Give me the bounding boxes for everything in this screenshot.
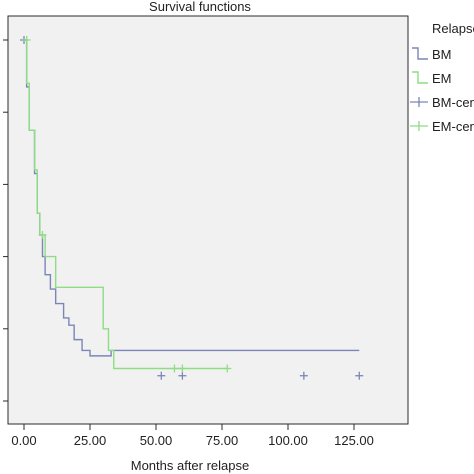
legend-swatch bbox=[412, 47, 428, 60]
x-tick-label: 25.00 bbox=[74, 433, 107, 448]
y-axis-ticks bbox=[3, 39, 8, 402]
censor-mark-bm bbox=[299, 371, 308, 380]
censor-mark-em bbox=[223, 364, 232, 373]
x-axis-ticks: 0.00 25.00 50.00 75.00 100.00 125.00 bbox=[11, 424, 374, 448]
censor-mark-bm bbox=[355, 371, 364, 380]
legend-censor-swatch bbox=[410, 121, 428, 131]
legend-item: EM bbox=[412, 71, 452, 86]
legend-label: BM-censored bbox=[432, 95, 474, 110]
x-tick-label: 125.00 bbox=[334, 433, 374, 448]
legend-item: BM-censored bbox=[410, 95, 474, 110]
plot-area bbox=[7, 15, 409, 425]
x-tick-label: 50.00 bbox=[140, 433, 173, 448]
x-tick-label: 0.00 bbox=[11, 433, 36, 448]
censor-mark-em bbox=[38, 230, 47, 239]
legend-label: BM bbox=[432, 47, 452, 62]
x-tick-label: 75.00 bbox=[206, 433, 239, 448]
chart-title: Survival functions bbox=[149, 0, 251, 14]
x-axis-title: Months after relapse bbox=[131, 458, 250, 473]
legend-censor-swatch bbox=[410, 97, 428, 107]
legend: Relapse BM EM BM-censored EM-censored bbox=[410, 21, 474, 134]
legend-swatch bbox=[412, 71, 428, 84]
censor-mark-bm bbox=[178, 371, 187, 380]
legend-item: BM bbox=[412, 47, 452, 62]
legend-title: Relapse bbox=[432, 21, 474, 36]
x-tick-label: 100.00 bbox=[268, 433, 308, 448]
legend-label: EM bbox=[432, 71, 452, 86]
censor-mark-em bbox=[22, 36, 31, 44]
series-layer bbox=[20, 36, 364, 380]
legend-item: EM-censored bbox=[410, 119, 474, 134]
censor-mark-em bbox=[170, 364, 179, 373]
censor-mark-em bbox=[178, 364, 187, 373]
legend-label: EM-censored bbox=[432, 119, 474, 134]
censor-mark-bm bbox=[157, 371, 166, 380]
